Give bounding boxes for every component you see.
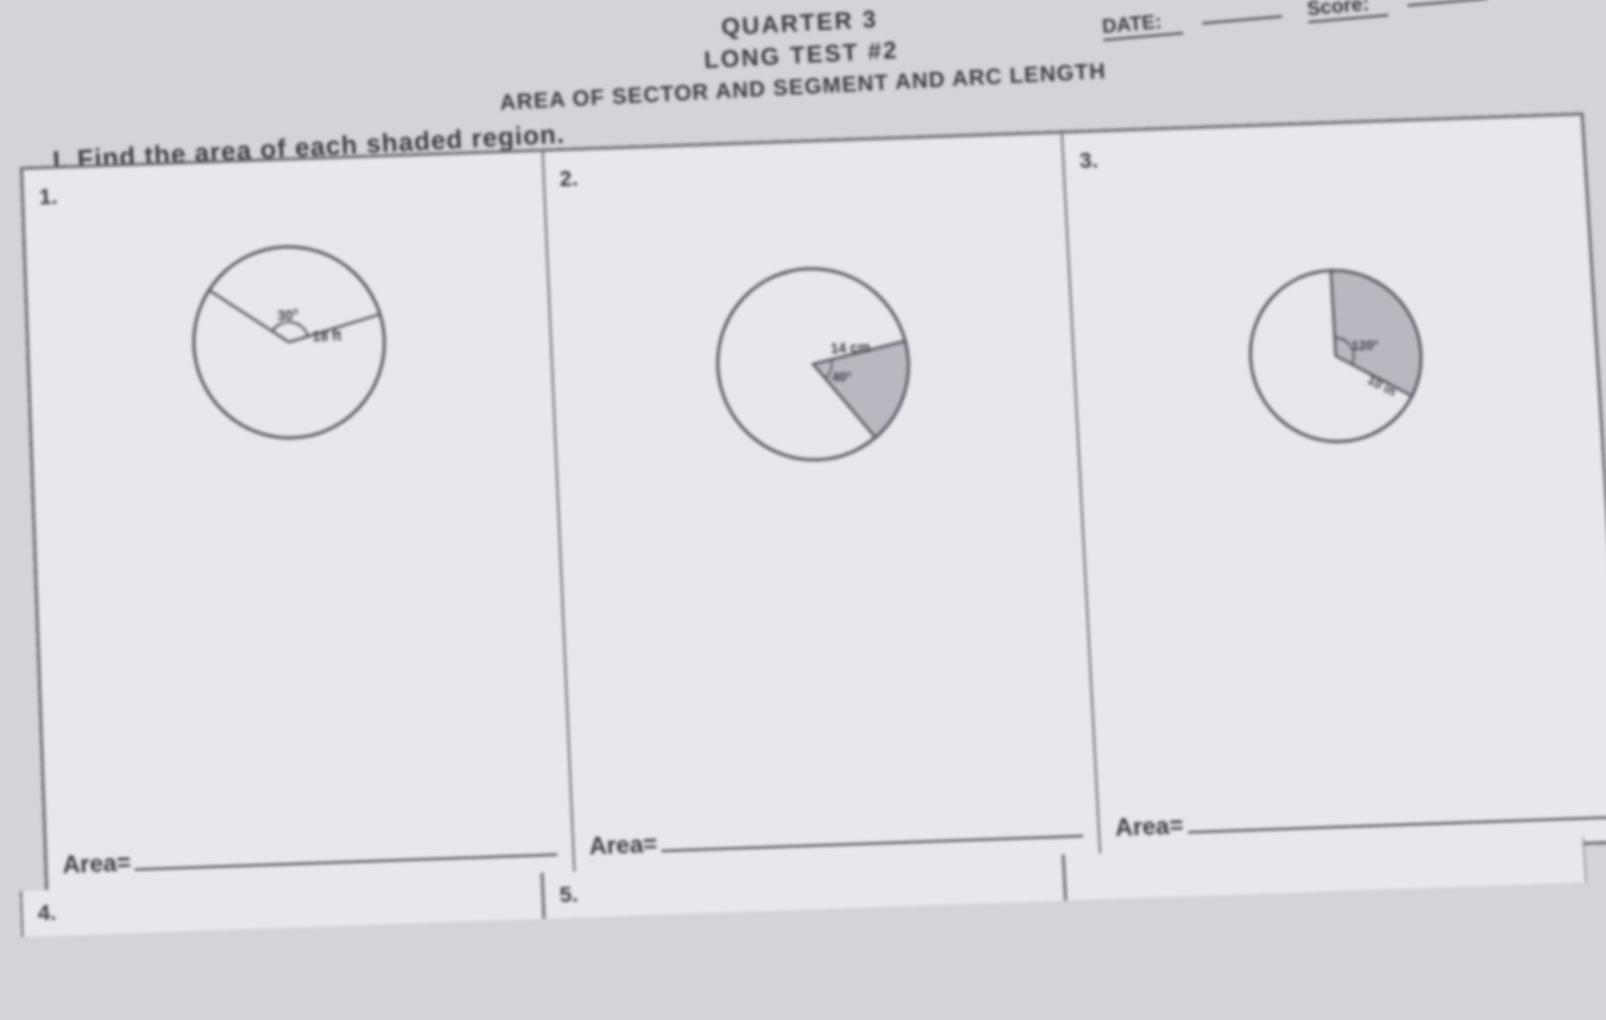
cell-number: 3. bbox=[1079, 131, 1568, 174]
shaded-sector bbox=[812, 341, 912, 440]
area-answer-line: Area= bbox=[1115, 797, 1606, 843]
circle-svg-2: 14 cm 40° bbox=[698, 250, 929, 479]
date-blank bbox=[1203, 15, 1283, 24]
area-blank bbox=[1187, 798, 1606, 833]
area-blank bbox=[661, 817, 1084, 852]
figure-3: 120° 10 in bbox=[1081, 177, 1587, 475]
angle-label: 40° bbox=[832, 369, 852, 385]
radius-label: 18 ft bbox=[313, 327, 343, 344]
area-label: Area= bbox=[62, 849, 131, 880]
area-blank bbox=[134, 835, 557, 870]
area-answer-line: Area= bbox=[589, 816, 1084, 862]
circle-svg-1: 30° 18 ft bbox=[175, 228, 404, 457]
radius-label: 14 cm bbox=[830, 339, 871, 356]
circle-svg-3: 120° 10 in bbox=[1219, 242, 1452, 471]
cell-number: 1. bbox=[39, 167, 528, 210]
angle-label: 120° bbox=[1351, 337, 1379, 353]
cell-2: 2. 14 cm 40° Area= bbox=[542, 133, 1101, 879]
area-answer-line: Area= bbox=[62, 834, 557, 880]
cell-1: 1. 30° 18 ft Area= bbox=[22, 151, 574, 897]
figure-2: 14 cm 40° bbox=[561, 195, 1064, 483]
figure-1: 30° 18 ft bbox=[40, 213, 539, 461]
cell-number: 2. bbox=[559, 149, 1048, 192]
problem-grid: 1. 30° 18 ft Area= 2. 14 cm 40° bbox=[20, 112, 1606, 899]
cell-3: 3. 120° 10 in Area= bbox=[1062, 114, 1606, 860]
score-blank bbox=[1407, 0, 1487, 6]
angle-label: 30° bbox=[277, 307, 299, 324]
area-label: Area= bbox=[1115, 812, 1185, 843]
area-label: Area= bbox=[589, 831, 658, 862]
